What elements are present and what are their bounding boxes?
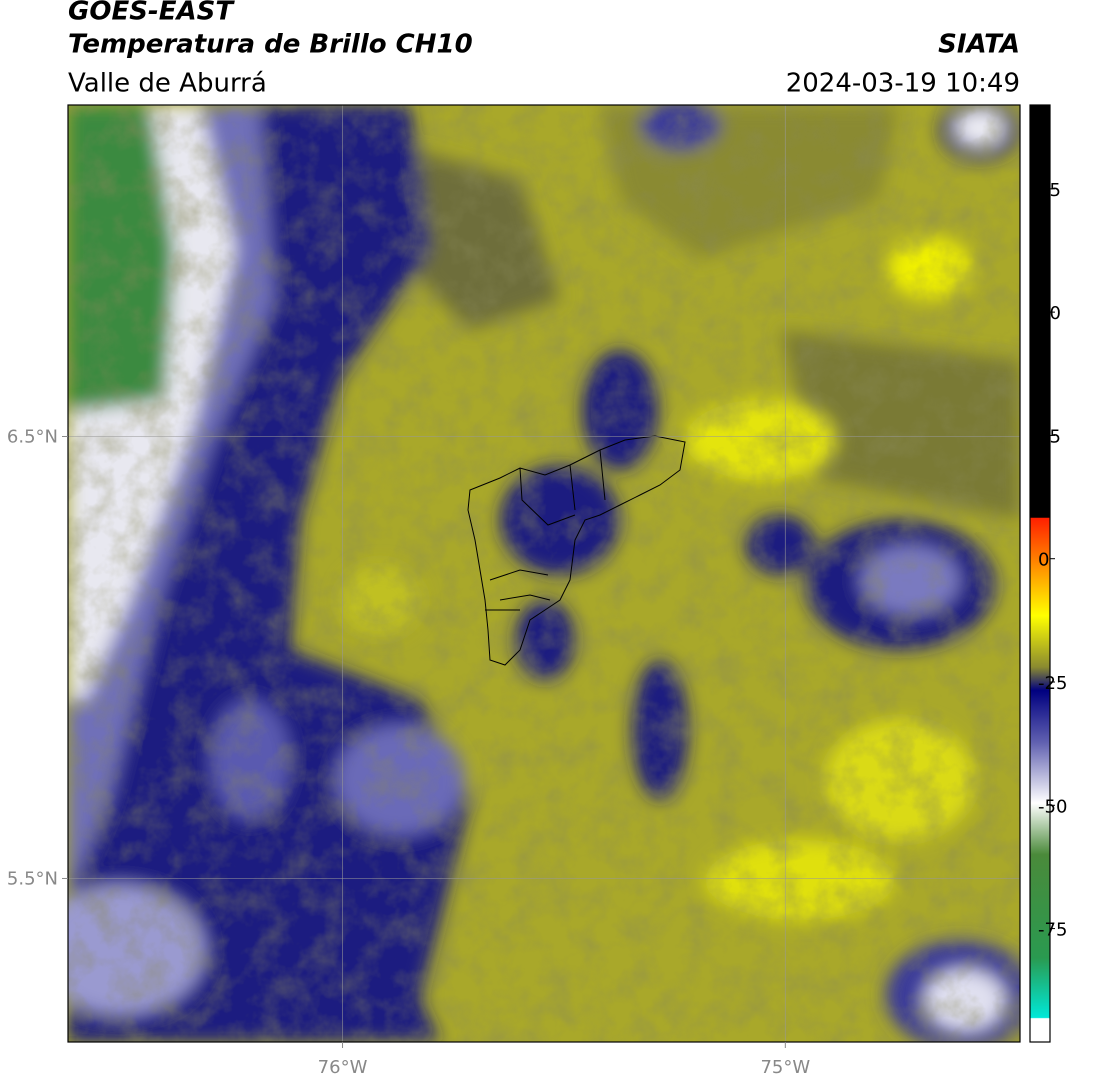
- lat-tick-label: 5.5°N: [7, 868, 58, 889]
- colorbar-tick-label: 75: [1038, 180, 1061, 201]
- datetime: 2024-03-19 10:49: [786, 69, 1020, 99]
- map-frame: [67, 104, 1021, 1043]
- colorbar-tick-label: 25: [1038, 426, 1061, 447]
- colorbar-tick-label: 50: [1038, 303, 1061, 324]
- colorbar-tick-label: -25: [1038, 673, 1067, 694]
- colorbar-tick-label: -75: [1038, 920, 1067, 941]
- colorbar-tick-label: -50: [1038, 796, 1067, 817]
- basin-boundary: [467, 435, 686, 666]
- product-title: Temperatura de Brillo CH10: [68, 30, 473, 60]
- satellite-title: GOES-EAST: [68, 0, 235, 27]
- colorbar-tick-label: 0: [1038, 550, 1049, 571]
- colorbar: [1029, 104, 1051, 1043]
- colorbar-ticks: 75 50 25 0 -25 -50 -75: [1038, 180, 1067, 941]
- lat-tick-label: 6.5°N: [7, 426, 58, 447]
- lon-tick-label: 75°W: [760, 1057, 810, 1078]
- satellite-image: [68, 105, 1020, 1042]
- region-title: Valle de Aburrá: [68, 69, 267, 99]
- lon-tick-label: 76°W: [318, 1057, 368, 1078]
- source-title: SIATA: [938, 30, 1020, 60]
- graticule: [68, 105, 1020, 1042]
